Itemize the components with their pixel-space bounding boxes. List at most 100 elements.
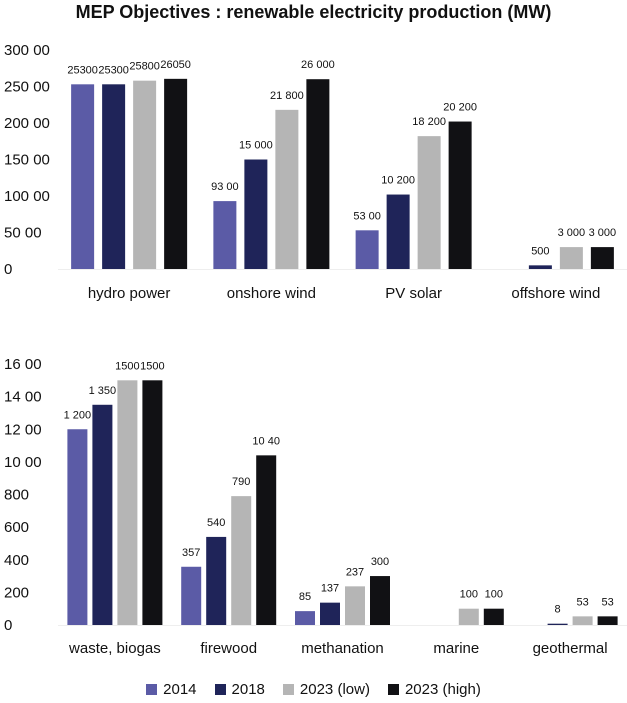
bar <box>370 576 390 625</box>
bar <box>213 201 237 269</box>
bar <box>67 429 88 625</box>
y-tick-label: 50 00 <box>4 225 42 242</box>
y-tick-label: 800 <box>4 487 29 504</box>
data-label: 540 <box>207 517 225 529</box>
y-tick-label: 150 00 <box>4 152 50 169</box>
bar <box>572 616 593 625</box>
bar <box>320 602 340 625</box>
category-label: firewood <box>200 640 257 657</box>
data-label: 500 <box>531 245 549 257</box>
legend: 2014 2018 2023 (low) 2023 (high) <box>0 678 627 700</box>
bar <box>590 247 614 269</box>
data-label: 790 <box>232 476 250 488</box>
y-tick-label: 16 00 <box>4 356 42 373</box>
bar <box>306 79 330 269</box>
data-label: 1500 <box>115 360 139 372</box>
y-tick-label: 100 00 <box>4 188 50 205</box>
bar <box>71 84 95 269</box>
bar <box>164 78 188 270</box>
data-label: 25300 <box>98 64 129 76</box>
bar <box>386 194 410 269</box>
bar <box>231 496 252 625</box>
data-label: 1 200 <box>64 409 92 421</box>
bar <box>547 623 568 625</box>
y-tick-label: 12 00 <box>4 421 42 438</box>
bar <box>448 121 472 269</box>
bar-charts: 0 50 00 100 00 150 00 200 00 250 00 300 00 2530… <box>4 42 627 657</box>
y-tick-label: 600 <box>4 519 29 536</box>
legend-item: 2023 (high) <box>387 680 481 698</box>
y-tick-label: 250 00 <box>4 79 50 96</box>
data-label: 10 200 <box>381 175 415 187</box>
category-label: onshore wind <box>227 285 316 302</box>
data-label: 10 40 <box>252 435 280 447</box>
legend-item: 2018 <box>214 680 265 698</box>
data-label: 25300 <box>67 64 98 76</box>
category-label: waste, biogas <box>68 640 161 657</box>
y-tick-label: 300 00 <box>4 42 50 59</box>
legend-item: 2023 (low) <box>282 680 370 698</box>
data-label: 100 <box>460 589 478 601</box>
category-label: PV solar <box>385 285 442 302</box>
y-tick-label: 0 <box>4 261 12 278</box>
chart-title: MEP Objectives : renewable electricity p… <box>75 2 552 22</box>
bar <box>206 536 227 625</box>
data-label: 53 <box>576 596 588 608</box>
data-label: 3 000 <box>589 227 617 239</box>
legend-label: 2018 <box>231 680 265 698</box>
category-label: offshore wind <box>511 285 600 302</box>
y-tick-label: 400 <box>4 552 29 569</box>
bar <box>102 84 126 269</box>
bar <box>345 586 365 625</box>
bar <box>92 404 113 625</box>
data-label: 137 <box>321 583 339 595</box>
y-tick-label: 200 <box>4 584 29 601</box>
data-label: 93 00 <box>211 181 239 193</box>
bar <box>275 109 299 269</box>
data-label: 15 000 <box>239 140 273 152</box>
data-label: 1500 <box>140 360 164 372</box>
bar <box>355 230 379 269</box>
bar <box>528 265 552 269</box>
legend-label: 2014 <box>163 680 197 698</box>
category-label: geothermal <box>533 640 608 657</box>
legend-swatch <box>387 683 399 695</box>
data-label: 20 200 <box>443 102 477 114</box>
legend-label: 2023 (high) <box>404 680 481 698</box>
legend-label: 2023 (low) <box>299 680 370 698</box>
data-label: 357 <box>182 547 200 559</box>
bar <box>244 159 268 269</box>
y-tick-label: 0 <box>4 617 12 634</box>
bar <box>417 136 441 269</box>
data-label: 21 800 <box>270 90 304 102</box>
legend-item: 2014 <box>146 680 197 698</box>
y-tick-label: 10 00 <box>4 454 42 471</box>
bar <box>181 566 202 625</box>
bar <box>483 608 504 625</box>
data-label: 8 <box>555 604 561 616</box>
data-label: 26 000 <box>301 59 335 71</box>
data-label: 237 <box>346 566 364 578</box>
category-label: hydro power <box>88 285 171 302</box>
bar <box>133 80 157 269</box>
data-label: 85 <box>299 591 311 603</box>
bar <box>559 247 583 269</box>
data-label: 26050 <box>160 59 191 71</box>
legend-swatch <box>146 683 158 695</box>
data-label: 53 00 <box>353 210 381 222</box>
legend-swatch <box>282 683 294 695</box>
category-label: methanation <box>301 640 384 657</box>
legend-swatch <box>214 683 226 695</box>
y-tick-label: 14 00 <box>4 389 42 406</box>
data-label: 100 <box>485 589 503 601</box>
bar <box>597 616 618 625</box>
data-label: 300 <box>371 556 389 568</box>
data-label: 53 <box>601 596 613 608</box>
y-tick-label: 200 00 <box>4 115 50 132</box>
data-label: 18 200 <box>412 116 446 128</box>
bar <box>295 611 315 625</box>
data-label: 25800 <box>129 61 160 73</box>
bar <box>256 455 277 625</box>
category-label: marine <box>433 640 479 657</box>
data-label: 3 000 <box>558 227 586 239</box>
